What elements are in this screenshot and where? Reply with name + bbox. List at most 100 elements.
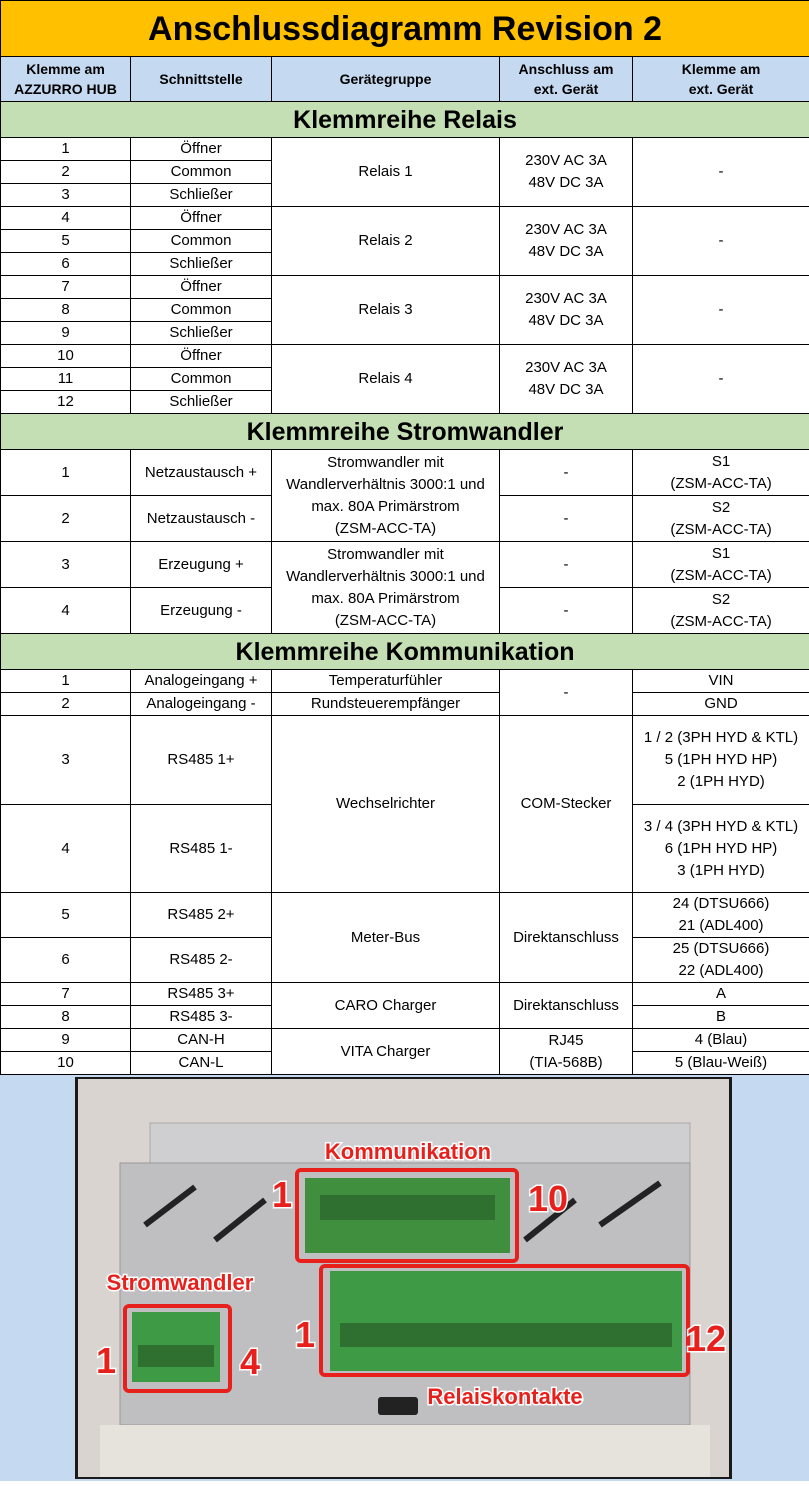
table-cell: 1 / 2 (3PH HYD & KTL) 5 (1PH HYD HP) 2 (… — [633, 716, 809, 805]
table-cell: - — [500, 670, 633, 716]
section-row: Klemmreihe Relais — [1, 102, 809, 138]
photo-label: 4 — [240, 1341, 260, 1382]
table-cell: - — [633, 138, 809, 207]
table-cell: - — [633, 345, 809, 414]
table-cell: 2 — [1, 161, 131, 184]
table-cell: RS485 1- — [131, 805, 272, 893]
column-header: Klemme am ext. Gerät — [633, 57, 809, 102]
table-cell: Schließer — [131, 391, 272, 414]
table-cell: VIN — [633, 670, 809, 693]
table-cell: 7 — [1, 276, 131, 299]
column-header: Gerätegruppe — [272, 57, 500, 102]
table-cell: Schließer — [131, 184, 272, 207]
table-cell: 230V AC 3A 48V DC 3A — [500, 345, 633, 414]
title-row: Anschlussdiagramm Revision 2 — [1, 1, 809, 57]
table-cell: 5 — [1, 893, 131, 938]
table-cell: RS485 1+ — [131, 716, 272, 805]
table-cell: S1 (ZSM-ACC-TA) — [633, 542, 809, 588]
connector-port — [378, 1397, 418, 1415]
photo-label: 1 — [295, 1314, 315, 1355]
photo-label: 1 — [96, 1340, 116, 1381]
table-cell: 4 — [1, 588, 131, 634]
table-cell: Netzaustausch + — [131, 450, 272, 496]
table-cell: - — [500, 588, 633, 634]
table-cell: 7 — [1, 983, 131, 1006]
table-cell: 1 — [1, 450, 131, 496]
table-cell: B — [633, 1006, 809, 1029]
table-cell: VITA Charger — [272, 1029, 500, 1075]
column-header: Klemme am AZZURRO HUB — [1, 57, 131, 102]
photo-label: 12 — [686, 1318, 726, 1359]
table-cell: COM-Stecker — [500, 716, 633, 893]
section-title: Klemmreihe Stromwandler — [1, 414, 809, 450]
table-cell: - — [633, 276, 809, 345]
table-cell: Common — [131, 230, 272, 253]
connector-slots — [320, 1195, 495, 1220]
table-cell: 2 — [1, 693, 131, 716]
table-cell: 9 — [1, 1029, 131, 1052]
column-header: Schnittstelle — [131, 57, 272, 102]
table-cell: 5 (Blau-Weiß) — [633, 1052, 809, 1075]
table-cell: Erzeugung - — [131, 588, 272, 634]
table-cell: - — [500, 450, 633, 496]
table-cell: Öffner — [131, 276, 272, 299]
table-cell: 2 — [1, 496, 131, 542]
table-cell: Stromwandler mit Wandlerverhältnis 3000:… — [272, 542, 500, 634]
table-cell: Wechselrichter — [272, 716, 500, 893]
table-cell: 25 (DTSU666) 22 (ADL400) — [633, 938, 809, 983]
table-cell: - — [500, 542, 633, 588]
table-cell: Netzaustausch - — [131, 496, 272, 542]
table-cell: 6 — [1, 938, 131, 983]
table-cell: Stromwandler mit Wandlerverhältnis 3000:… — [272, 450, 500, 542]
table-cell: 3 — [1, 184, 131, 207]
table-cell: Öffner — [131, 345, 272, 368]
table-cell: 8 — [1, 299, 131, 322]
table-cell: 8 — [1, 1006, 131, 1029]
device-photo: Kommunikation 1 10 Stromwandler 1 4 1 12… — [0, 1075, 809, 1481]
table-cell: - — [500, 496, 633, 542]
table-cell: - — [633, 207, 809, 276]
table-cell: 10 — [1, 1052, 131, 1075]
table-cell: Rundsteuerempfänger — [272, 693, 500, 716]
table-cell: 3 — [1, 542, 131, 588]
table-cell: CAN-H — [131, 1029, 272, 1052]
table-cell: 230V AC 3A 48V DC 3A — [500, 276, 633, 345]
table-cell: S2 (ZSM-ACC-TA) — [633, 496, 809, 542]
connector-slots — [340, 1323, 672, 1347]
table-cell: 3 / 4 (3PH HYD & KTL) 6 (1PH HYD HP) 3 (… — [633, 805, 809, 893]
table-cell: 12 — [1, 391, 131, 414]
connector-slots — [138, 1345, 214, 1367]
section-title: Klemmreihe Kommunikation — [1, 634, 809, 670]
table-cell: Relais 4 — [272, 345, 500, 414]
table-cell: 1 — [1, 138, 131, 161]
photo-label: 1 — [272, 1174, 292, 1215]
table-cell: Temperaturfühler — [272, 670, 500, 693]
table-cell: CARO Charger — [272, 983, 500, 1029]
table-cell: 4 — [1, 805, 131, 893]
table-cell: Analogeingang - — [131, 693, 272, 716]
photo-label: Relaiskontakte — [427, 1384, 582, 1409]
column-header: Anschluss am ext. Gerät — [500, 57, 633, 102]
table-cell: Analogeingang + — [131, 670, 272, 693]
table-cell: 3 — [1, 716, 131, 805]
table-cell: GND — [633, 693, 809, 716]
table-cell: RJ45 (TIA-568B) — [500, 1029, 633, 1075]
table-cell: 9 — [1, 322, 131, 345]
table-cell: Relais 1 — [272, 138, 500, 207]
section-title: Klemmreihe Relais — [1, 102, 809, 138]
table-cell: Erzeugung + — [131, 542, 272, 588]
connector-relais — [330, 1271, 682, 1371]
device-shadow — [100, 1425, 710, 1477]
table-cell: RS485 2+ — [131, 893, 272, 938]
